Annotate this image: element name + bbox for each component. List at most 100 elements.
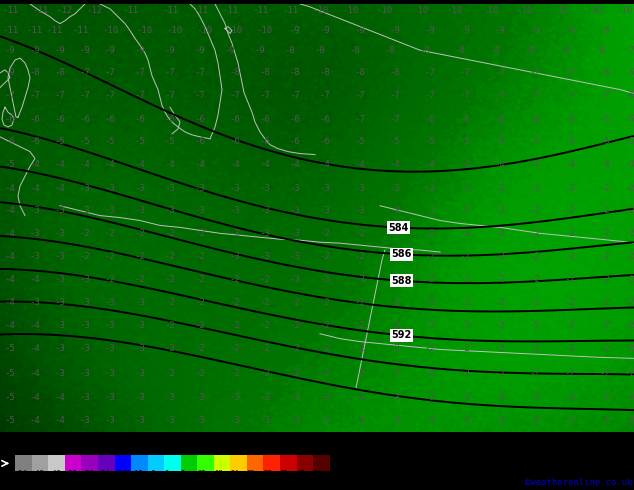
Text: -2: -2 [354,229,365,238]
Text: -9: -9 [565,26,576,35]
Text: -3: -3 [55,368,65,378]
Text: -3: -3 [134,298,145,307]
Text: -7: -7 [165,91,176,100]
Text: -3: -3 [165,393,176,402]
Text: -5: -5 [624,137,634,146]
Text: -3: -3 [105,416,115,425]
Text: -8: -8 [455,46,465,55]
Bar [131,455,148,471]
Text: -4: -4 [320,160,330,169]
Text: -6: -6 [290,137,301,146]
Text: -2: -2 [105,252,115,262]
Text: -6: -6 [134,115,145,123]
Text: -2: -2 [290,368,301,378]
Text: -3: -3 [260,416,270,425]
Text: 0: 0 [164,470,169,476]
Text: -5: -5 [390,137,401,146]
Text: -3: -3 [30,298,41,307]
Text: -2: -2 [134,252,145,262]
Text: -11: -11 [27,26,43,35]
Text: -2: -2 [565,344,576,353]
Text: -4: -4 [529,160,540,169]
Text: -3: -3 [354,416,365,425]
Text: -3: -3 [55,344,65,353]
Text: -2: -2 [230,368,240,378]
Text: -6: -6 [230,115,240,123]
Bar [280,455,297,471]
Text: -2: -2 [354,344,365,353]
Text: -2: -2 [260,298,270,307]
Text: -3: -3 [134,344,145,353]
Text: -3: -3 [230,229,240,238]
Text: -2: -2 [624,298,634,307]
Text: -2: -2 [600,393,611,402]
Text: -3: -3 [80,184,91,193]
Text: -7: -7 [495,68,505,77]
Text: -7: -7 [495,91,505,100]
Text: -5: -5 [165,137,176,146]
Text: -2: -2 [624,229,634,238]
Text: -2: -2 [105,275,115,284]
Text: -2: -2 [600,416,611,425]
Text: -4: -4 [565,160,576,169]
Text: -3: -3 [134,368,145,378]
Text: -24: -24 [98,470,111,476]
Text: -6: -6 [4,137,15,146]
Text: -2: -2 [600,368,611,378]
Text: -9: -9 [134,46,145,55]
Text: -10: -10 [482,6,498,15]
Text: -7: -7 [165,68,176,77]
Text: -4: -4 [600,160,611,169]
Text: -8: -8 [354,68,365,77]
Text: -2: -2 [460,344,470,353]
Bar [230,455,247,471]
Text: -3: -3 [134,416,145,425]
Text: -2: -2 [230,298,240,307]
Text: -7: -7 [80,91,91,100]
Text: -2: -2 [529,275,540,284]
Text: -2: -2 [165,368,176,378]
Text: -3: -3 [55,229,65,238]
Text: -4: -4 [230,160,240,169]
Text: -2: -2 [460,275,470,284]
Text: -7: -7 [320,91,330,100]
Text: -3: -3 [105,393,115,402]
Text: -3: -3 [260,184,270,193]
Text: -3: -3 [290,275,301,284]
Text: -8: -8 [390,68,401,77]
Text: -2: -2 [290,298,301,307]
Text: -7: -7 [30,91,41,100]
Text: -3: -3 [425,393,436,402]
Text: -2: -2 [390,344,401,353]
Text: -2: -2 [460,229,470,238]
Text: -3: -3 [55,206,65,215]
Text: -10: -10 [227,26,243,35]
Text: -3: -3 [390,206,401,215]
Bar [247,455,264,471]
Text: -6: -6 [195,115,205,123]
Text: -2: -2 [529,344,540,353]
Text: -6: -6 [529,115,540,123]
Text: -2: -2 [529,229,540,238]
Text: -10: -10 [517,6,533,15]
Text: 38: 38 [264,470,272,476]
Text: -6: -6 [460,115,470,123]
Text: -5: -5 [354,137,365,146]
Text: -2: -2 [495,344,505,353]
Text: -4: -4 [30,275,41,284]
Text: -2: -2 [565,252,576,262]
Text: -11: -11 [252,6,268,15]
Text: -2: -2 [390,275,401,284]
Text: -4: -4 [4,206,15,215]
Text: -7: -7 [565,91,576,100]
Text: -5: -5 [4,344,15,353]
Text: -2: -2 [600,275,611,284]
Text: 8: 8 [181,470,185,476]
Text: -7: -7 [624,46,634,55]
Bar [297,455,313,471]
Text: -2: -2 [105,229,115,238]
Text: -6: -6 [260,115,270,123]
Text: -3: -3 [390,184,401,193]
Text: -3: -3 [320,206,330,215]
Text: -3: -3 [195,184,205,193]
